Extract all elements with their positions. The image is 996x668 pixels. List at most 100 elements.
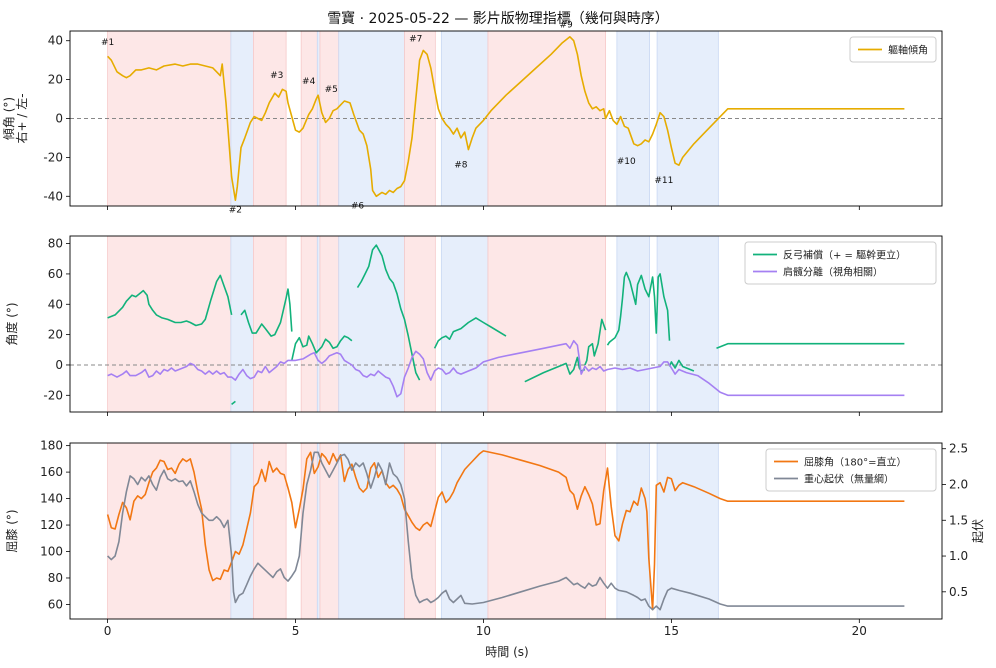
shaded-region <box>107 236 232 412</box>
y-tick-label: 80 <box>48 571 63 585</box>
shaded-region <box>404 443 436 619</box>
shaded-region <box>107 443 232 619</box>
legend: 屈膝角（180°=直立） 重心起伏（無量綱） <box>765 448 937 492</box>
y-tick-label: -20 <box>43 150 63 164</box>
annotation-label: #11 <box>654 176 673 186</box>
series-lines <box>107 244 905 406</box>
series-line-1 <box>107 35 905 201</box>
series-line-1-seg4 <box>291 335 353 361</box>
series-line-1-seg5 <box>356 244 421 381</box>
x-tick-label: 5 <box>292 624 300 638</box>
shaded-region <box>300 443 318 619</box>
annotation-label: #6 <box>351 202 365 212</box>
legend-box <box>849 36 937 63</box>
legend: 軀軸傾角 <box>849 36 937 63</box>
legend-label: 重心起伏（無量綱） <box>804 473 894 486</box>
shaded-region <box>616 443 650 619</box>
y-tick-label: 160 <box>40 465 63 479</box>
legend-box <box>765 448 937 492</box>
annotation-label: #8 <box>454 161 468 171</box>
y-tick-label: 20 <box>48 328 63 342</box>
shaded-region <box>253 443 287 619</box>
y-tick-label: 60 <box>48 597 63 611</box>
x-tick-label: 20 <box>852 624 867 638</box>
legend-label: 屈膝角（180°=直立） <box>804 456 906 469</box>
shaded-region <box>404 236 436 412</box>
y-tick-label: -40 <box>43 189 63 203</box>
annotation-label: #10 <box>617 157 636 167</box>
y-axis-label: 右+ / 左- <box>14 93 29 143</box>
y-tick-label: -20 <box>43 388 63 402</box>
y-tick-label: 60 <box>48 267 63 281</box>
legend-label: 肩髖分離（視角相關） <box>783 266 883 279</box>
legend-box <box>744 241 937 285</box>
y-tick-label: 120 <box>40 518 63 532</box>
series-line-1-seg10 <box>668 359 695 372</box>
shaded-region <box>656 443 719 619</box>
series-line-1-seg3 <box>240 288 293 337</box>
shaded-region <box>487 236 607 412</box>
y-tick-label: 80 <box>48 237 63 251</box>
series-lines <box>107 35 905 201</box>
x-tick-label: 0 <box>104 624 112 638</box>
annotation-label: #3 <box>270 71 283 81</box>
y-axis-label: 傾角 (°) <box>2 97 16 140</box>
y-tick-label: 140 <box>40 492 63 506</box>
shaded-regions <box>107 443 719 619</box>
x-tick-label: 10 <box>476 624 491 638</box>
y-tick-label: 100 <box>40 545 63 559</box>
y-tick-label: 40 <box>48 297 63 311</box>
y2-tick-label: 1.0 <box>949 549 968 563</box>
shaded-region <box>319 236 340 412</box>
shaded-region <box>487 443 607 619</box>
annotation-label: #9 <box>559 21 573 31</box>
series-line-1-seg9 <box>606 271 671 346</box>
y-tick-label: 0 <box>55 358 63 372</box>
series-line-1-seg1 <box>107 274 233 327</box>
annotation-label: #1 <box>101 38 114 48</box>
annotation-label: #5 <box>325 85 338 95</box>
series-line-1-seg6 <box>433 317 507 349</box>
shaded-regions <box>107 236 719 412</box>
series-line-2 <box>107 451 905 611</box>
annotation-label: #2 <box>229 205 242 215</box>
series-lines <box>106 450 905 611</box>
series-line-1-seg8 <box>584 318 607 366</box>
y2-axis-label: 起伏 <box>971 519 985 543</box>
y2-tick-label: 2.5 <box>949 442 968 456</box>
shaded-region <box>338 443 405 619</box>
legend-label: 軀軸傾角 <box>888 44 928 57</box>
series-line-1-seg11 <box>716 342 905 350</box>
x-tick-label: 15 <box>664 624 679 638</box>
panel-3: 0 5 10 15 20 60 80 100 120 140 160 180 0.5 1.0 1.5 2.0 2… <box>5 439 985 638</box>
shaded-region <box>319 443 340 619</box>
shaded-region <box>338 236 405 412</box>
y-tick-label: 40 <box>48 34 63 48</box>
shaded-region <box>230 236 254 412</box>
shaded-region <box>300 236 318 412</box>
panels: #1 #2 #3 #4 #5 #6 #7 #8 #9 #10 #11 -40 -20 0 20 40 傾角 (°… <box>2 21 985 638</box>
y-tick-label: 180 <box>40 439 63 453</box>
legend-label: 反弓補償（+ = 驅幹更立） <box>783 249 906 262</box>
panel-1: #1 #2 #3 #4 #5 #6 #7 #8 #9 #10 #11 -40 -20 0 20 40 傾角 (°… <box>2 21 943 215</box>
y-tick-label: 20 <box>48 73 63 87</box>
y-axis-label: 角度 (°) <box>4 302 19 345</box>
series-line-2 <box>107 339 905 398</box>
y-axis-label: 屈膝 (°) <box>5 509 19 552</box>
shaded-region <box>656 236 719 412</box>
x-axis-label: 時間 (s) <box>485 645 528 659</box>
panel-2: -20 0 20 40 60 80 角度 (°) 反弓補償（+ = 驅幹更立） 肩髖分離（視角相… <box>4 235 943 416</box>
y2-tick-label: 1.5 <box>949 513 968 527</box>
y-tick-label: 0 <box>55 112 63 126</box>
axes-frame <box>69 235 943 413</box>
shaded-region <box>253 236 287 412</box>
shaded-region <box>616 236 650 412</box>
y2-tick-label: 2.0 <box>949 477 968 491</box>
shaded-region <box>440 236 489 412</box>
axes-frame <box>69 442 943 620</box>
series-line-1-seg2 <box>231 400 236 406</box>
annotation-label: #7 <box>409 34 422 44</box>
figure-title: 雪寶 · 2025-05-22 — 影片版物理指標（幾何與時序） <box>327 11 669 27</box>
annotation-label: #4 <box>302 77 316 87</box>
y2-tick-label: 0.5 <box>949 585 968 599</box>
